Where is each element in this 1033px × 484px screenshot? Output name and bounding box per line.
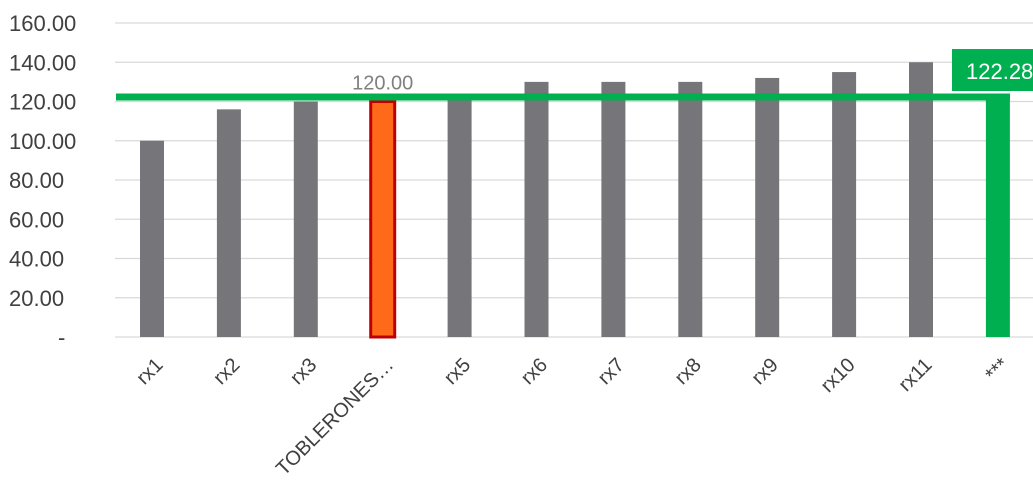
average-bar — [985, 97, 1010, 337]
bar — [601, 81, 626, 337]
y-tick-label: - — [58, 325, 65, 350]
y-tick-label: 20.00 — [9, 286, 64, 311]
average-label: 122.28 — [966, 59, 1033, 84]
bar — [755, 77, 780, 337]
y-tick-label: 40.00 — [9, 247, 64, 272]
y-tick-label: 80.00 — [9, 168, 64, 193]
highlight-bar — [369, 100, 397, 339]
y-tick-label: 120.00 — [9, 90, 76, 115]
highlight-data-label: 120.00 — [352, 73, 413, 95]
bar — [832, 72, 857, 337]
x-tick-label: *** — [981, 354, 1013, 386]
bar — [447, 95, 472, 337]
x-tick-label: rx8 — [671, 354, 706, 389]
bar — [216, 109, 241, 337]
y-tick-label: 140.00 — [9, 50, 76, 75]
bar — [909, 62, 933, 337]
x-tick-label: rx1 — [132, 354, 167, 389]
y-tick-label: 60.00 — [9, 207, 64, 232]
x-tick-label: rx9 — [748, 354, 783, 389]
x-tick-label: rx2 — [209, 354, 244, 389]
bar — [293, 101, 318, 337]
x-tick-label: rx3 — [286, 354, 321, 389]
bar — [678, 81, 703, 337]
average-label-box — [952, 49, 1033, 92]
x-tick-label: rx11 — [895, 354, 937, 396]
x-tick-label: rx6 — [517, 354, 552, 389]
bar — [140, 140, 164, 337]
x-tick-label: rx10 — [817, 354, 860, 397]
y-tick-label: 160.00 — [9, 11, 76, 36]
x-tick-label: rx7 — [594, 354, 629, 389]
y-tick-label: 100.00 — [9, 129, 76, 154]
x-tick-label: rx5 — [440, 354, 475, 389]
bar — [524, 81, 549, 337]
